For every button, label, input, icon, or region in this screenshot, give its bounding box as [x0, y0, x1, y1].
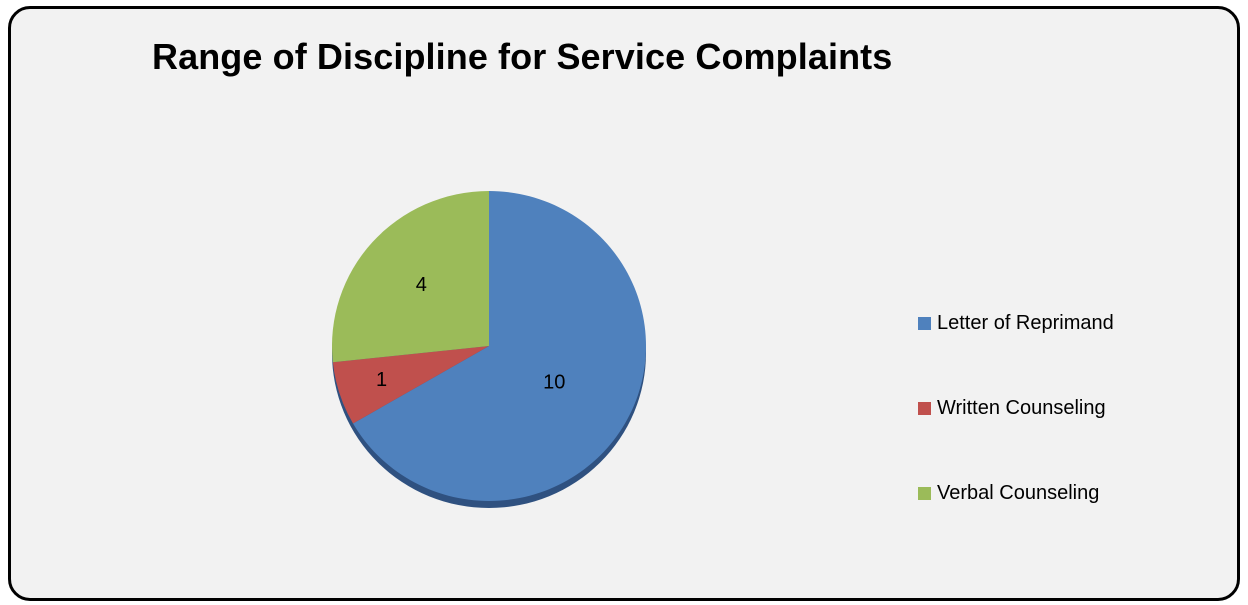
pie-data-labels: 10 1 4	[376, 274, 565, 393]
legend-item-written-counseling: Written Counseling	[918, 397, 1106, 420]
pie-slice-written-counseling	[332, 346, 489, 424]
legend-swatch-verbal-counseling	[918, 487, 931, 500]
data-label-letter-of-reprimand: 10	[543, 371, 565, 393]
pie-slice-letter-of-reprimand	[353, 191, 646, 502]
legend-item-letter-of-reprimand: Letter of Reprimand	[918, 312, 1114, 335]
legend-swatch-written-counseling	[918, 402, 931, 415]
legend-swatch-letter-of-reprimand	[918, 317, 931, 330]
legend-item-verbal-counseling: Verbal Counseling	[918, 482, 1099, 505]
pie-slice-verbal-counseling	[332, 191, 489, 363]
data-label-written-counseling: 1	[376, 369, 387, 391]
legend-label: Written Counseling	[937, 397, 1106, 419]
legend-label: Letter of Reprimand	[937, 312, 1114, 334]
legend-label: Verbal Counseling	[937, 482, 1100, 504]
pie-slices	[332, 191, 646, 502]
chart-title: Range of Discipline for Service Complain…	[152, 36, 893, 77]
data-label-verbal-counseling: 4	[416, 274, 427, 296]
